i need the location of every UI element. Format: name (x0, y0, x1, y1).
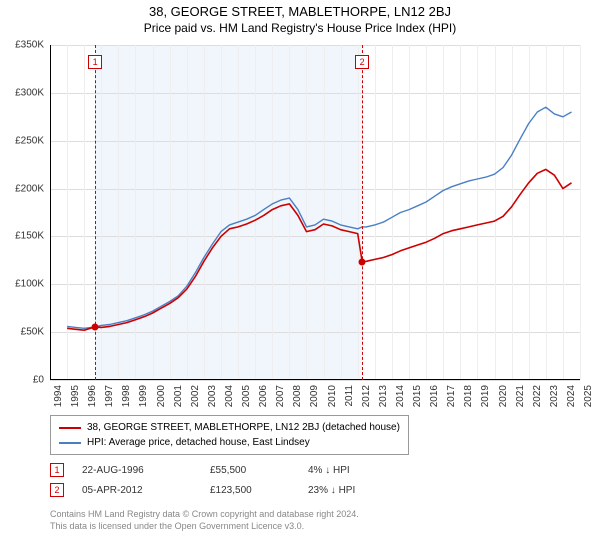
sale-marker-dot (92, 323, 99, 330)
x-tick-label: 2015 (412, 385, 423, 407)
footer-line-2: This data is licensed under the Open Gov… (50, 520, 359, 532)
x-tick-label: 2006 (258, 385, 269, 407)
y-tick-label: £200K (15, 183, 44, 194)
sale-price-2: £123,500 (210, 485, 290, 496)
y-tick-label: £50K (21, 327, 44, 338)
x-tick-label: 2012 (361, 385, 372, 407)
sale-marker-line (362, 45, 363, 380)
y-gridline (50, 380, 580, 381)
x-tick-label: 2025 (583, 385, 594, 407)
x-tick-label: 2010 (327, 385, 338, 407)
chart-subtitle: Price paid vs. HM Land Registry's House … (0, 21, 600, 35)
x-tick-label: 2007 (275, 385, 286, 407)
sale-marker-dot (359, 258, 366, 265)
sale-date-2: 05-APR-2012 (82, 485, 192, 496)
x-tick-label: 1995 (70, 385, 81, 407)
y-axis-line (50, 45, 51, 380)
y-tick-label: £100K (15, 279, 44, 290)
x-tick-label: 2008 (292, 385, 303, 407)
title-block: 38, GEORGE STREET, MABLETHORPE, LN12 2BJ… (0, 0, 600, 35)
legend-row-hpi: HPI: Average price, detached house, East… (59, 435, 400, 450)
sale-pct-1: 4% HPI (308, 465, 398, 476)
x-tick-label: 1999 (138, 385, 149, 407)
x-tick-label: 2003 (207, 385, 218, 407)
x-tick-label: 1998 (121, 385, 132, 407)
x-gridline (580, 45, 581, 380)
x-tick-label: 2022 (532, 385, 543, 407)
x-tick-label: 2000 (156, 385, 167, 407)
line-plot-svg (50, 45, 580, 380)
x-tick-label: 2018 (463, 385, 474, 407)
arrow-down-icon (328, 485, 336, 496)
chart-title: 38, GEORGE STREET, MABLETHORPE, LN12 2BJ (0, 4, 600, 19)
x-tick-label: 2011 (344, 385, 355, 407)
legend-swatch-hpi (59, 442, 81, 444)
sale-price-1: £55,500 (210, 465, 290, 476)
sale-marker-1: 1 (50, 463, 64, 477)
arrow-down-icon (322, 465, 330, 476)
y-tick-label: £0 (33, 375, 44, 386)
x-tick-label: 1994 (53, 385, 64, 407)
x-tick-label: 1997 (104, 385, 115, 407)
footer-line-1: Contains HM Land Registry data © Crown c… (50, 508, 359, 520)
footer-attribution: Contains HM Land Registry data © Crown c… (50, 508, 359, 532)
x-tick-label: 2021 (515, 385, 526, 407)
x-tick-label: 2024 (566, 385, 577, 407)
x-tick-label: 2004 (224, 385, 235, 407)
y-tick-label: £250K (15, 135, 44, 146)
sale-row-2: 2 05-APR-2012 £123,500 23% HPI (50, 480, 398, 500)
sale-marker-box: 2 (355, 55, 369, 69)
x-tick-label: 2023 (549, 385, 560, 407)
x-tick-label: 2014 (395, 385, 406, 407)
x-tick-label: 2002 (190, 385, 201, 407)
legend-swatch-property (59, 427, 81, 429)
x-tick-label: 2001 (173, 385, 184, 407)
sale-marker-2: 2 (50, 483, 64, 497)
legend-row-property: 38, GEORGE STREET, MABLETHORPE, LN12 2BJ… (59, 420, 400, 435)
y-tick-label: £150K (15, 231, 44, 242)
x-tick-label: 2020 (498, 385, 509, 407)
x-tick-label: 2017 (446, 385, 457, 407)
legend-label-hpi: HPI: Average price, detached house, East… (87, 435, 310, 450)
sale-marker-box: 1 (88, 55, 102, 69)
x-tick-label: 2005 (241, 385, 252, 407)
y-tick-label: £300K (15, 87, 44, 98)
x-tick-label: 2019 (480, 385, 491, 407)
y-tick-label: £350K (15, 40, 44, 51)
x-tick-label: 2013 (378, 385, 389, 407)
sale-pct-2: 23% HPI (308, 485, 398, 496)
sale-row-1: 1 22-AUG-1996 £55,500 4% HPI (50, 460, 398, 480)
x-tick-label: 2016 (429, 385, 440, 407)
legend-box: 38, GEORGE STREET, MABLETHORPE, LN12 2BJ… (50, 415, 409, 455)
sales-table: 1 22-AUG-1996 £55,500 4% HPI 2 05-APR-20… (50, 460, 398, 500)
chart-container: 38, GEORGE STREET, MABLETHORPE, LN12 2BJ… (0, 0, 600, 560)
sale-date-1: 22-AUG-1996 (82, 465, 192, 476)
series-line-property (67, 169, 571, 330)
x-tick-label: 2009 (309, 385, 320, 407)
x-tick-label: 1996 (87, 385, 98, 407)
chart-plot-area: £0£50K£100K£150K£200K£250K£300K£350K1994… (50, 45, 580, 380)
legend-label-property: 38, GEORGE STREET, MABLETHORPE, LN12 2BJ… (87, 420, 400, 435)
series-line-hpi (67, 107, 571, 328)
x-axis-line (50, 379, 580, 380)
